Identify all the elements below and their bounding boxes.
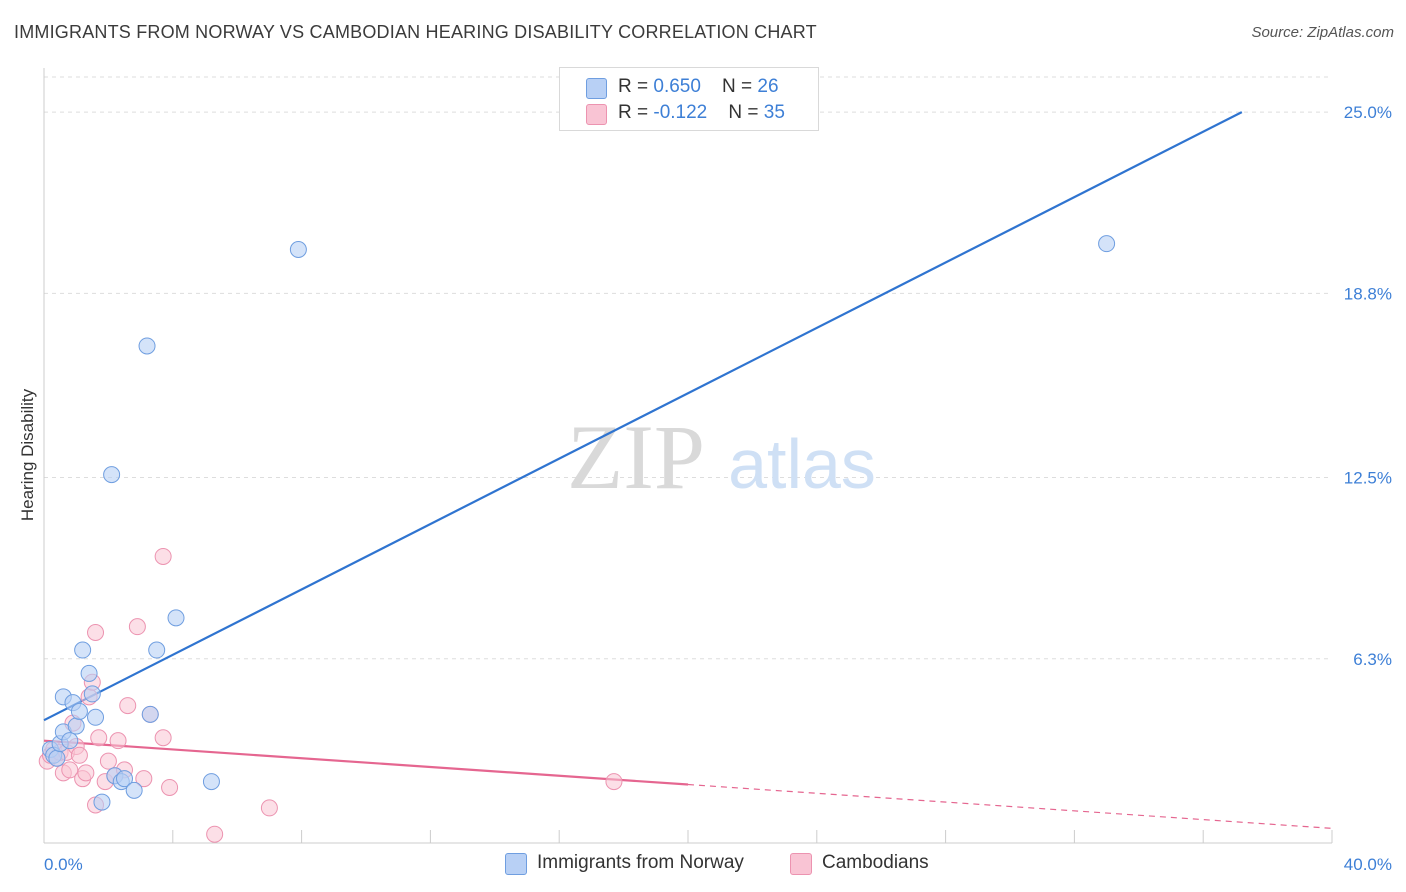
norway-point — [116, 770, 133, 788]
norway-point — [83, 685, 101, 703]
norway-point — [1098, 235, 1116, 253]
norway-point — [103, 466, 121, 484]
n-label: N = — [728, 102, 764, 123]
r-label: R = — [618, 102, 654, 123]
norway-point — [141, 705, 159, 723]
cambodian-swatch — [790, 853, 812, 875]
legend-label: Immigrants from Norway — [537, 852, 744, 873]
cambodian-point — [260, 799, 278, 817]
cambodian-point — [70, 746, 88, 764]
legend-label: Cambodians — [822, 852, 929, 873]
norway-point — [48, 749, 66, 767]
cambodian-swatch — [586, 104, 607, 125]
y-tick-label: 12.5% — [1344, 469, 1392, 488]
norway-point — [87, 708, 105, 726]
r-label: R = — [618, 76, 654, 97]
y-tick-label: 6.3% — [1353, 650, 1392, 669]
cambodian-point — [61, 761, 79, 779]
cambodian-point — [206, 825, 224, 843]
cambodian-trend-line — [43, 739, 689, 786]
norway-point — [80, 664, 98, 682]
cambodian-point — [128, 618, 146, 636]
y-tick-label: 25.0% — [1344, 103, 1392, 122]
norway-swatch — [586, 78, 607, 99]
stats-legend: R = 0.650 N = 26 R = -0.122 N = 35 — [559, 67, 819, 131]
trend-lines — [43, 111, 1333, 829]
norway-point — [138, 337, 156, 355]
r-value: 0.650 — [653, 76, 701, 97]
n-value: 26 — [757, 76, 779, 97]
cambodian-point — [605, 773, 623, 791]
tick-labels: 6.3% 12.5% 18.8% 25.0% 0.0% 40.0% — [44, 103, 1392, 874]
norway-point — [202, 773, 220, 791]
norway-point — [67, 717, 85, 735]
cambodian-point — [161, 778, 179, 796]
watermark-atlas: atlas — [728, 425, 876, 503]
cambodian-trend-extension — [687, 783, 1333, 829]
norway-point — [61, 732, 79, 750]
cambodian-point — [99, 752, 117, 770]
norway-point — [167, 609, 185, 627]
n-label: N = — [722, 76, 758, 97]
norway-point — [148, 641, 166, 659]
y-tick-label: 18.8% — [1344, 284, 1392, 303]
axes — [43, 68, 1333, 844]
series-legend: Immigrants from Norway Cambodians — [0, 852, 1406, 878]
r-value: -0.122 — [653, 102, 708, 123]
norway-point — [70, 702, 88, 720]
norway-point — [93, 793, 111, 811]
source-label: Source: ZipAtlas.com — [1251, 24, 1394, 41]
cambodian-point — [154, 729, 172, 747]
x-tick-label: 40.0% — [1344, 855, 1392, 874]
cambodian-point — [119, 697, 137, 715]
cambodian-point — [109, 732, 127, 750]
watermark: ZIP atlas — [567, 406, 876, 508]
norway-swatch — [505, 853, 527, 875]
norway-point — [125, 781, 143, 799]
x-tick-label: 0.0% — [44, 855, 83, 874]
norway-trend-line — [43, 111, 1243, 722]
cambodian-point — [154, 547, 172, 565]
norway-point — [74, 641, 92, 659]
cambodian-point — [87, 623, 105, 641]
cambodian-point — [77, 764, 95, 782]
cambodian-point — [90, 729, 108, 747]
watermark-zip: ZIP — [567, 406, 705, 508]
data-points — [38, 235, 1116, 843]
n-value: 35 — [763, 102, 785, 123]
cambodian-point — [135, 770, 153, 788]
chart-title: IMMIGRANTS FROM NORWAY VS CAMBODIAN HEAR… — [14, 22, 817, 42]
norway-point — [289, 240, 307, 258]
